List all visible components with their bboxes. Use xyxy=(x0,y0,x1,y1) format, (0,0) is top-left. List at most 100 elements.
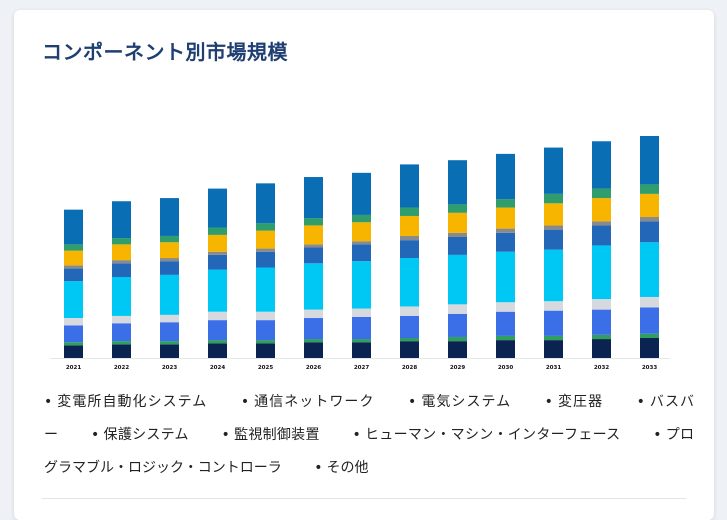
bullet-icon: • xyxy=(240,394,250,410)
bar-segment xyxy=(304,342,323,358)
bar-segment xyxy=(496,199,515,208)
bar-segment xyxy=(544,229,563,250)
bar-segment xyxy=(64,318,83,326)
bar-segment xyxy=(208,188,227,228)
x-tick-label: 2025 xyxy=(258,365,273,371)
chart-card: コンポーネント別市場規模 2021 2022 2023 2024 2025 2026 202… xyxy=(14,10,714,520)
x-tick-label: 2027 xyxy=(354,365,369,371)
legend-label: 変圧器 xyxy=(556,394,604,410)
bar-segment xyxy=(208,340,227,344)
bar-segment xyxy=(496,302,515,312)
legend-label: 監視制御装置 xyxy=(233,427,320,443)
bullet-icon: • xyxy=(636,394,645,410)
bar-segment xyxy=(304,225,323,245)
bar-segment xyxy=(112,238,131,245)
bar-segment xyxy=(256,320,275,341)
bullet-icon: • xyxy=(44,394,53,410)
legend-label: ヒューマン・マシン・インターフェース xyxy=(364,427,621,443)
page-title: コンポーネント別市場規模 xyxy=(42,40,288,64)
bar-segment xyxy=(640,221,659,243)
bar-segment xyxy=(544,193,563,204)
bar-segment xyxy=(352,244,371,262)
bar-segment xyxy=(592,198,611,222)
x-tick-label: 2028 xyxy=(402,365,417,371)
bar-segment xyxy=(448,313,467,337)
bar-segment xyxy=(64,342,83,346)
bullet-icon: • xyxy=(653,427,662,443)
bar-segment xyxy=(448,341,467,358)
bar-segment xyxy=(544,225,563,230)
bar-segment xyxy=(256,183,275,224)
bar-segment xyxy=(64,265,83,269)
legend-item: • 変電所自動化システム xyxy=(44,394,207,410)
bar-segment xyxy=(352,342,371,358)
bar-segment xyxy=(112,344,131,358)
legend-label: 通信ネットワーク xyxy=(253,394,375,410)
bar-segment xyxy=(352,339,371,343)
bar-segment xyxy=(208,227,227,235)
bar-segment xyxy=(640,242,659,297)
bar-segment xyxy=(208,234,227,252)
bar-segment xyxy=(304,263,323,310)
bar-segment xyxy=(208,320,227,341)
bar-segment xyxy=(112,315,131,324)
legend-label: 変電所自動化システム xyxy=(56,394,208,410)
bar-segment xyxy=(160,235,179,243)
bar-segment xyxy=(400,258,419,307)
bar-segment xyxy=(160,198,179,236)
x-tick-label: 2024 xyxy=(210,365,225,371)
bar-segment xyxy=(304,339,323,343)
x-tick-label: 2032 xyxy=(594,365,609,371)
bar-segment xyxy=(496,232,515,252)
bar-segment xyxy=(640,217,659,222)
bar-segment xyxy=(640,338,659,358)
legend-label: プログラマブル・ロジック・コントローラ xyxy=(44,427,695,476)
bar-segment xyxy=(64,345,83,358)
stacked-bar-chart: 2021 2022 2023 2024 2025 2026 2027 2028 2029 2030… xyxy=(50,136,670,371)
bar-segment xyxy=(256,251,275,268)
bar-segment xyxy=(208,254,227,270)
bar-segment xyxy=(304,218,323,226)
bar-segment xyxy=(400,341,419,358)
bar-segment xyxy=(496,207,515,229)
divider xyxy=(42,498,686,499)
bar-segment xyxy=(544,310,563,336)
bar-segment xyxy=(112,276,131,316)
x-tick-label: 2022 xyxy=(114,365,129,371)
bar-segment xyxy=(448,160,467,205)
bar-segment xyxy=(256,343,275,358)
bar-segment xyxy=(640,184,659,194)
legend-label: バスバー xyxy=(44,394,695,443)
legend: • 変電所自動化システム • 通信ネットワーク • 電気システム • 変圧器 • バスバー… xyxy=(44,386,694,485)
bar-segment xyxy=(208,311,227,321)
bar-segment xyxy=(256,340,275,344)
bar-segment xyxy=(256,230,275,249)
bar-segment xyxy=(64,268,83,282)
bar-segment xyxy=(448,212,467,233)
x-tick-label: 2031 xyxy=(546,365,561,371)
bar-segment xyxy=(208,343,227,358)
bar-segment xyxy=(592,225,611,246)
bar-segment xyxy=(400,207,419,216)
bar-segment xyxy=(640,307,659,334)
bar-segment xyxy=(544,203,563,226)
bar-segment xyxy=(640,296,659,308)
bar-segment xyxy=(160,341,179,345)
bar-segment xyxy=(112,341,131,345)
bar-segment xyxy=(544,335,563,341)
bar-segment xyxy=(352,308,371,317)
bar-segment xyxy=(400,338,419,342)
bar-segment xyxy=(448,336,467,342)
bar-segment xyxy=(496,251,515,303)
bar-segment xyxy=(112,323,131,342)
legend-item: • バスバー xyxy=(44,394,694,443)
bar-segment xyxy=(544,340,563,358)
bar-segment xyxy=(160,344,179,358)
legend-item: • その他 xyxy=(314,460,368,476)
bar-segment xyxy=(352,261,371,309)
bullet-icon: • xyxy=(352,427,361,443)
bar-segment xyxy=(304,177,323,219)
bar-segment xyxy=(448,304,467,314)
bar-segment xyxy=(160,261,179,275)
bar-segment xyxy=(592,245,611,300)
